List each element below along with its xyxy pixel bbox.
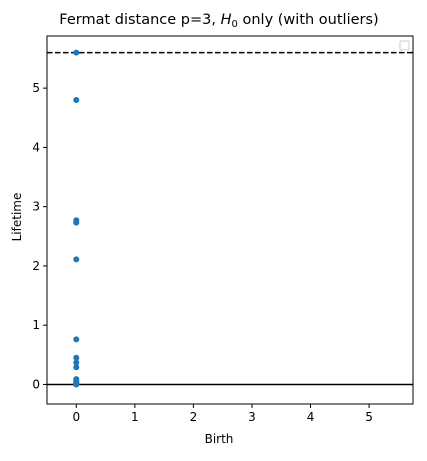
- x-tick-label: 0: [72, 410, 80, 424]
- y-tick-label: 5: [32, 81, 40, 95]
- x-tick-label: 5: [365, 410, 373, 424]
- chart-title-suffix: only (with outliers): [238, 12, 379, 28]
- data-point: [73, 354, 80, 361]
- scatter-points: [73, 49, 80, 388]
- legend-box: [399, 40, 410, 51]
- data-point: [73, 381, 80, 388]
- data-point: [73, 256, 80, 263]
- data-point: [73, 364, 80, 371]
- y-axis-label: Lifetime: [10, 193, 24, 242]
- y-tick-label: 4: [32, 140, 40, 154]
- y-tick-label: 0: [32, 377, 40, 391]
- x-axis-label: Birth: [205, 432, 234, 446]
- data-point: [73, 359, 80, 366]
- data-point: [73, 97, 80, 103]
- data-point: [73, 49, 80, 56]
- chart-title-prefix: Fermat distance p=3,: [59, 12, 220, 28]
- x-tick-label: 2: [190, 410, 198, 424]
- data-point: [73, 219, 80, 226]
- x-tick-label: 4: [307, 410, 315, 424]
- x-tick-label: 1: [131, 410, 139, 424]
- chart-title-math-main: H: [221, 12, 232, 28]
- x-tick-label: 3: [248, 410, 256, 424]
- chart-title-math-sub: 0: [232, 19, 238, 30]
- y-tick-label: 1: [32, 318, 40, 332]
- chart-title: Fermat distance p=3, H0 only (with outli…: [59, 12, 378, 30]
- y-tick-label: 2: [32, 259, 40, 273]
- data-point: [73, 336, 80, 343]
- axes-frame: [46, 35, 414, 405]
- plot-area: 0 1 2 3 4 5 0 1 2 3 4 5: [32, 35, 414, 424]
- y-tick-label: 3: [32, 200, 40, 214]
